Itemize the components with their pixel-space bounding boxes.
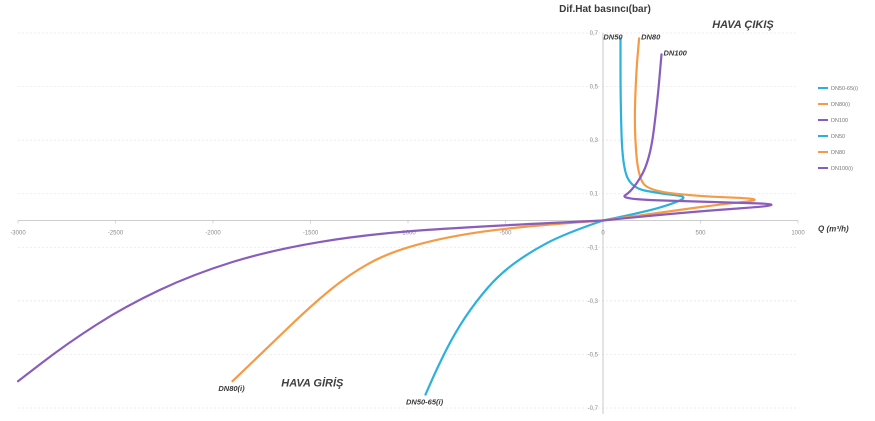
legend-label: DN100 [831, 118, 848, 124]
region-label-outlet: HAVA ÇIKIŞ [712, 19, 774, 31]
y-tick-label: 0,5 [590, 85, 599, 91]
x-tick-label: -500 [499, 231, 512, 237]
series-line [424, 219, 605, 396]
x-tick-label: 0 [601, 231, 605, 237]
y-tick-label: -0,7 [588, 406, 599, 412]
series-line [601, 37, 685, 222]
x-tick-labels: -3000 -2500 -2000 -1500 -1000 -500 0 500 1000 [10, 220, 805, 237]
x-tick-label: -3000 [10, 231, 26, 237]
legend-label: DN80(i) [831, 102, 850, 108]
x-tick-label: -1500 [303, 231, 319, 237]
y-tick-labels: 0,7 0,5 0,3 0,1 -0,1 -0,3 -0,5 -0,7 [588, 31, 599, 412]
series-line [601, 37, 756, 222]
series-line [231, 219, 605, 383]
x-axis-title: Q (m³/h) [818, 225, 849, 234]
legend-label: DN100(i) [831, 166, 853, 172]
y-tick-label: 0,7 [590, 31, 599, 37]
series-annotation: DN50 [603, 32, 623, 41]
x-tick-label: -2500 [108, 231, 124, 237]
y-tick-label: 0,3 [590, 138, 599, 144]
legend-label: DN80 [831, 150, 845, 156]
series-annotation: DN100 [664, 48, 688, 57]
series-annotation: DN80(i) [218, 384, 245, 393]
y-tick-label: -0,3 [588, 299, 599, 305]
series-annotation: DN50-65(i) [406, 398, 444, 407]
x-tick-label: 500 [695, 231, 706, 237]
series-line [16, 219, 605, 383]
x-tick-label: 1000 [791, 231, 805, 237]
x-tick-label: -1000 [400, 231, 416, 237]
legend: DN50-65(i) DN80(i) DN100 DN50 DN80 DN100(i) [818, 86, 858, 172]
series-lines [16, 37, 773, 396]
series-annotation: DN80 [641, 32, 661, 41]
y-tick-label: 0,1 [590, 192, 599, 198]
y-tick-label: -0,1 [588, 245, 599, 251]
region-label-inlet: HAVA GİRİŞ [281, 377, 344, 390]
y-axis-title: Dif.Hat basıncı(bar) [559, 4, 651, 15]
x-tick-label: -2000 [205, 231, 221, 237]
y-tick-label: -0,5 [588, 352, 599, 358]
legend-label: DN50 [831, 134, 845, 140]
series-line [601, 53, 773, 222]
legend-label: DN50-65(i) [831, 86, 858, 92]
